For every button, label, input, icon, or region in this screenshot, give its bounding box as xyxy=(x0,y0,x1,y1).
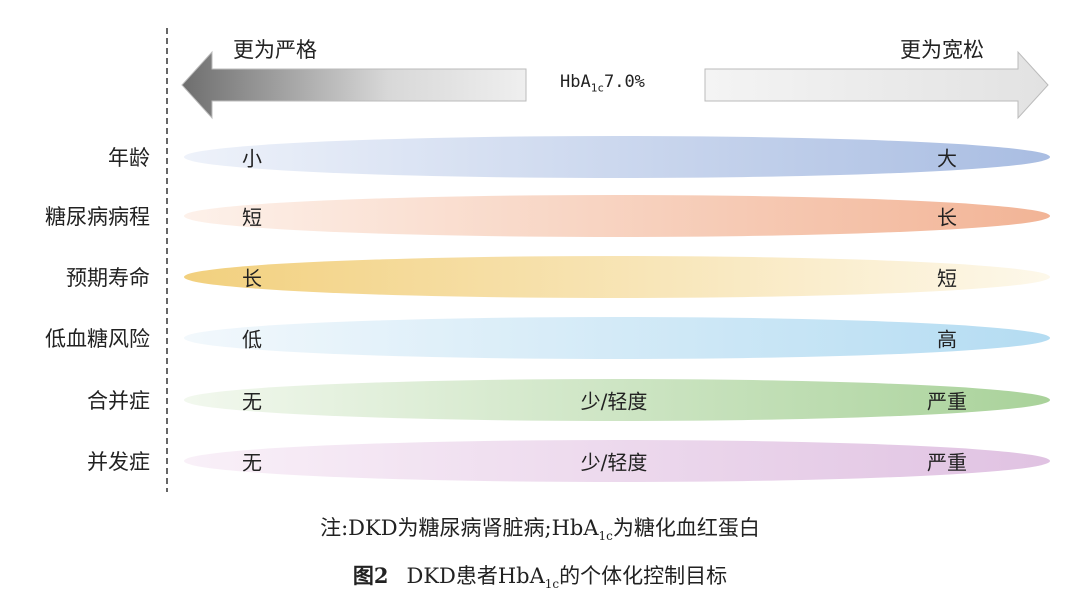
row-label: 预期寿命 xyxy=(66,266,150,290)
band-right-value: 长 xyxy=(937,205,957,230)
arrow-left-stricter xyxy=(181,50,527,120)
figure-caption: 图2 DKD患者HbA1c的个体化控制目标 xyxy=(352,563,728,592)
factor-band xyxy=(184,136,1050,178)
factor-band xyxy=(184,317,1050,359)
factor-band xyxy=(184,440,1050,482)
band-right-value: 高 xyxy=(937,327,957,352)
row-label: 并发症 xyxy=(87,450,150,474)
row-label: 低血糖风险 xyxy=(45,327,150,351)
looser-label: 更为宽松 xyxy=(900,38,984,62)
band-left-value: 短 xyxy=(242,205,262,230)
band-middle-value: 少/轻度 xyxy=(580,389,648,414)
row-label: 年龄 xyxy=(108,146,150,170)
factor-band xyxy=(184,195,1050,237)
band-left-value: 低 xyxy=(242,327,262,352)
stricter-label: 更为严格 xyxy=(233,38,317,62)
row-label: 糖尿病病程 xyxy=(45,205,150,229)
band-right-value: 严重 xyxy=(927,450,967,475)
band-right-value: 大 xyxy=(937,146,957,171)
band-right-value: 短 xyxy=(937,266,957,291)
footnote: 注:DKD为糖尿病肾脏病;HbA1c为糖化血红蛋白 xyxy=(320,516,760,544)
band-right-value: 严重 xyxy=(927,389,967,414)
factor-band xyxy=(184,256,1050,298)
arrow-right-looser xyxy=(704,50,1049,120)
hba1c-threshold: HbA1c7.0% xyxy=(560,72,645,95)
band-left-value: 无 xyxy=(242,389,262,414)
band-left-value: 无 xyxy=(242,450,262,475)
factor-band xyxy=(184,379,1050,421)
band-left-value: 小 xyxy=(242,146,262,171)
band-middle-value: 少/轻度 xyxy=(580,450,648,475)
band-left-value: 长 xyxy=(242,266,262,291)
row-label: 合并症 xyxy=(87,389,150,413)
